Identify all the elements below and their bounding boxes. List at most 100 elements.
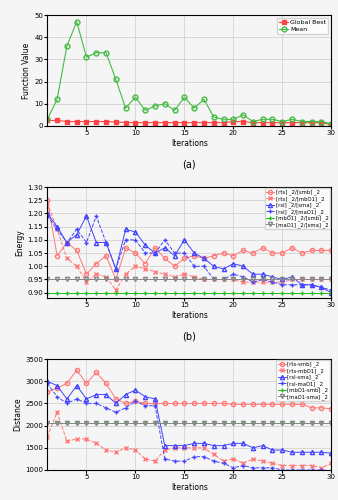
[rts-smb] _2 [310, 405, 314, 411]
X-axis label: Iterations: Iterations [171, 483, 208, 492]
[mbO1-smb] _2 [134, 420, 138, 426]
[rsl-sma] _2 [212, 442, 216, 448]
[rsl-sma] _2 [310, 449, 314, 455]
Global Best [251, 120, 255, 126]
[rts-smb] _2 [75, 367, 79, 373]
[rts] _2/[mbO1] _2 [310, 276, 314, 282]
Global Best [153, 120, 157, 126]
Mean [104, 50, 108, 56]
[rts-mbO1] _2 [280, 462, 284, 468]
[rsl-maO1] _2 [261, 465, 265, 471]
[rsl] _2/[sma] _2 [310, 282, 314, 288]
[rsl-maO1] _2 [104, 405, 108, 411]
[rsl] _2/[maO1] _2 [124, 237, 128, 243]
[rts] _2/[smb] _2 [65, 240, 69, 246]
[rsl] _2/[maO1] _2 [94, 213, 98, 219]
[rts] _2/[mbO1] _2 [192, 274, 196, 280]
[maO1-sma] _2 [173, 420, 177, 426]
[mbO1-smb] _2 [290, 420, 294, 426]
[rsl] _2/[maO1] _2 [173, 250, 177, 256]
[mbO1-smb] _2 [241, 420, 245, 426]
[rts-mbO1] _2 [300, 462, 304, 468]
[maO1] _2/[sma] _2 [280, 276, 284, 282]
[mbO1] _2/[smb] _2 [319, 290, 323, 296]
Mean [221, 116, 225, 122]
[maO1] _2/[sma] _2 [75, 276, 79, 282]
[rsl-maO1] _2 [280, 467, 284, 473]
[rsl-maO1] _2 [251, 465, 255, 471]
[rsl-maO1] _2 [45, 380, 49, 386]
[rsl-sma] _2 [300, 449, 304, 455]
[rsl] _2/[sma] _2 [45, 210, 49, 216]
[mbO1] _2/[smb] _2 [183, 290, 187, 296]
[rts] _2/[smb] _2 [280, 250, 284, 256]
Line: [rsl-sma] _2: [rsl-sma] _2 [45, 379, 333, 455]
[rts-mbO1] _2 [251, 456, 255, 462]
[mbO1-smb] _2 [104, 420, 108, 426]
[rts-smb] _2 [231, 402, 235, 407]
[maO1] _2/[sma] _2 [261, 276, 265, 282]
[mbO1-smb] _2 [202, 420, 206, 426]
Mean [163, 101, 167, 107]
Global Best [329, 122, 333, 128]
[rsl] _2/[sma] _2 [221, 266, 225, 272]
[mbO1-smb] _2 [212, 420, 216, 426]
Mean [192, 105, 196, 111]
[maO1] _2/[sma] _2 [163, 276, 167, 282]
[rsl-maO1] _2 [124, 405, 128, 411]
[mbO1] _2/[smb] _2 [310, 290, 314, 296]
[mbO1-smb] _2 [55, 420, 59, 426]
[rts] _2/[mbO1] _2 [124, 271, 128, 277]
[rsl] _2/[sma] _2 [84, 213, 89, 219]
Global Best [134, 120, 138, 126]
[mbO1] _2/[smb] _2 [143, 290, 147, 296]
[rsl-sma] _2 [261, 442, 265, 448]
Line: [rts] _2/[mbO1] _2: [rts] _2/[mbO1] _2 [45, 201, 333, 292]
[maO1] _2/[sma] _2 [221, 276, 225, 282]
[mbO1-smb] _2 [173, 420, 177, 426]
Mean [114, 76, 118, 82]
[mbO1] _2/[smb] _2 [221, 290, 225, 296]
[mbO1] _2/[smb] _2 [173, 290, 177, 296]
[rts-smb] _2 [114, 396, 118, 402]
[rts-smb] _2 [261, 402, 265, 407]
[maO1] _2/[sma] _2 [290, 276, 294, 282]
[mbO1] _2/[smb] _2 [134, 290, 138, 296]
Global Best [261, 120, 265, 126]
[maO1-sma] _2 [45, 420, 49, 426]
Line: [maO1] _2/[sma] _2: [maO1] _2/[sma] _2 [45, 278, 333, 281]
[rts-smb] _2 [163, 400, 167, 406]
[mbO1] _2/[smb] _2 [45, 290, 49, 296]
[maO1] _2/[sma] _2 [134, 276, 138, 282]
[mbO1-smb] _2 [329, 420, 333, 426]
Mean [202, 96, 206, 102]
[maO1-sma] _2 [319, 420, 323, 426]
[rsl-sma] _2 [114, 400, 118, 406]
[rsl] _2/[maO1] _2 [280, 282, 284, 288]
Line: [rsl-maO1] _2: [rsl-maO1] _2 [45, 382, 333, 473]
[rts] _2/[mbO1] _2 [173, 274, 177, 280]
Global Best [124, 120, 128, 126]
[rts-mbO1] _2 [104, 447, 108, 453]
[rsl] _2/[sma] _2 [183, 237, 187, 243]
[rts-mbO1] _2 [231, 456, 235, 462]
[rsl] _2/[maO1] _2 [65, 240, 69, 246]
[mbO1] _2/[smb] _2 [212, 290, 216, 296]
[rts] _2/[smb] _2 [329, 248, 333, 254]
[rsl-maO1] _2 [55, 394, 59, 400]
Y-axis label: Function Value: Function Value [22, 42, 31, 98]
[rts] _2/[smb] _2 [75, 248, 79, 254]
[rts] _2/[smb] _2 [84, 271, 89, 277]
Global Best [270, 120, 274, 126]
Line: [rts-mbO1] _2: [rts-mbO1] _2 [45, 410, 333, 470]
[maO1] _2/[sma] _2 [231, 276, 235, 282]
[mbO1] _2/[smb] _2 [84, 290, 89, 296]
[rsl-sma] _2 [124, 392, 128, 398]
[rsl] _2/[maO1] _2 [114, 266, 118, 272]
Global Best [290, 120, 294, 126]
[maO1] _2/[sma] _2 [84, 276, 89, 282]
[rsl] _2/[maO1] _2 [202, 264, 206, 270]
[rsl-sma] _2 [270, 447, 274, 453]
[rts-smb] _2 [192, 400, 196, 406]
[rsl-sma] _2 [329, 450, 333, 456]
